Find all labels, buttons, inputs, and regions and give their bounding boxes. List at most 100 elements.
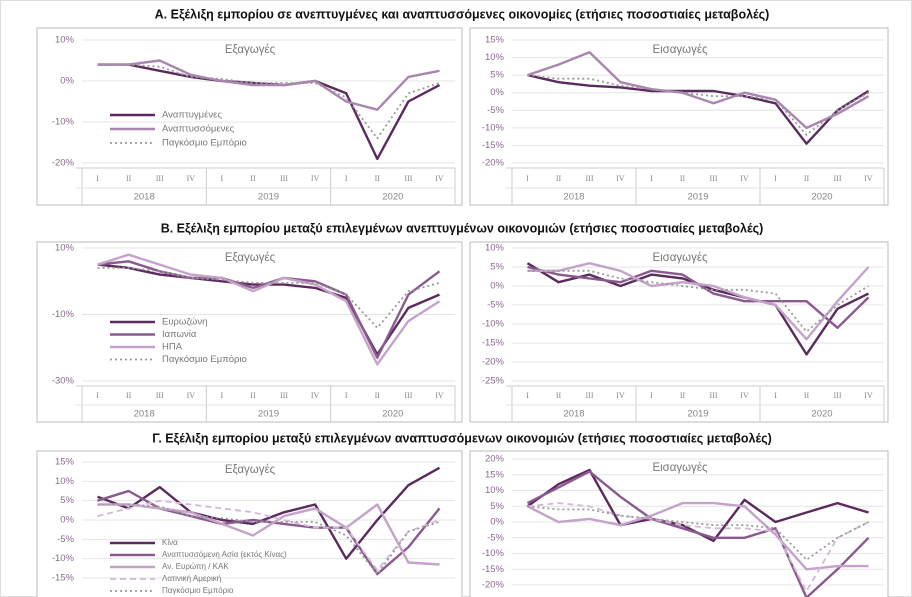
x-tick-label: II: [804, 391, 810, 400]
x-tick-label: II: [556, 391, 562, 400]
x-tick-label: III: [586, 391, 594, 400]
x-tick-label: II: [680, 391, 686, 400]
y-tick-label: -10%: [482, 319, 505, 330]
x-tick-label: I: [345, 174, 348, 183]
x-tick-label: II: [680, 174, 686, 183]
y-tick-label: -5%: [57, 534, 74, 545]
y-tick-label: -5%: [487, 300, 504, 311]
series-line: [97, 503, 440, 575]
series-line: [527, 505, 869, 561]
legend-label: Αναπτυσσόμενες: [162, 124, 235, 135]
chart-title: Εισαγωγές: [652, 44, 708, 56]
x-group-label: 2019: [687, 192, 708, 203]
y-tick-label: 0%: [490, 281, 504, 292]
y-tick-label: -15%: [482, 564, 505, 575]
x-group-label: 2018: [563, 409, 584, 420]
y-tick-label: 10%: [485, 52, 505, 63]
x-group-label: 2019: [258, 409, 279, 420]
x-tick-label: IV: [864, 391, 873, 400]
x-tick-label: III: [710, 174, 718, 183]
x-tick-label: II: [375, 174, 381, 183]
x-group-label: 2020: [811, 409, 832, 420]
y-tick-label: 5%: [490, 262, 504, 273]
x-tick-label: IV: [311, 174, 320, 183]
section-heading: Β. Εξέλιξη εμπορίου μεταξύ επιλεγμένων α…: [161, 221, 764, 235]
x-tick-label: I: [221, 174, 224, 183]
x-tick-label: I: [345, 391, 348, 400]
legend-label: Παγκόσμιο Εμπόριο: [162, 586, 234, 595]
x-tick-label: IV: [616, 391, 625, 400]
y-tick-label: 0%: [490, 517, 504, 528]
x-tick-label: III: [156, 391, 164, 400]
series-line: [97, 499, 440, 572]
legend-label: Παγκόσμιο Εμπόριο: [162, 138, 247, 149]
series-line: [527, 269, 869, 333]
y-tick-label: -10%: [52, 117, 75, 128]
y-tick-label: -20%: [482, 357, 505, 368]
y-tick-label: -15%: [482, 338, 505, 349]
series-line: [97, 489, 441, 576]
y-tick-label: 5%: [490, 501, 504, 512]
chart-title: Εισαγωγές: [652, 252, 708, 264]
x-group-label: 2019: [687, 409, 708, 420]
series-line: [97, 59, 440, 111]
x-group-label: 2018: [134, 192, 155, 203]
y-tick-label: 10%: [55, 35, 75, 46]
x-tick-label: IV: [740, 391, 749, 400]
x-tick-label: IV: [187, 391, 196, 400]
legend-label: Ευρωζώνη: [162, 317, 207, 328]
x-tick-label: I: [774, 391, 777, 400]
x-tick-label: III: [280, 174, 288, 183]
y-tick-label: 20%: [485, 454, 505, 465]
x-tick-label: IV: [435, 174, 444, 183]
x-group-label: 2020: [382, 192, 403, 203]
y-tick-label: 10%: [485, 485, 505, 496]
y-tick-label: -15%: [482, 140, 505, 151]
x-group-label: 2019: [258, 192, 279, 203]
x-tick-label: II: [250, 391, 256, 400]
y-tick-label: -10%: [52, 309, 75, 320]
x-tick-label: IV: [616, 174, 625, 183]
chart-title: Εξαγωγές: [225, 44, 276, 56]
y-tick-label: -20%: [52, 158, 75, 169]
x-tick-label: III: [834, 391, 842, 400]
x-tick-label: I: [96, 391, 99, 400]
x-tick-label: I: [650, 391, 653, 400]
x-tick-label: II: [375, 391, 381, 400]
y-tick-label: 5%: [60, 495, 74, 506]
y-tick-label: 10%: [55, 476, 75, 487]
chart-title: Εξαγωγές: [225, 252, 276, 264]
x-tick-label: I: [526, 174, 529, 183]
x-tick-label: III: [586, 174, 594, 183]
y-tick-label: 10%: [485, 243, 505, 254]
series-line: [97, 503, 440, 566]
legend-label: Ιαπωνία: [162, 329, 197, 340]
y-tick-label: -10%: [52, 553, 75, 564]
y-tick-label: 5%: [490, 70, 504, 81]
series-line: [97, 267, 440, 329]
x-group-label: 2020: [811, 192, 832, 203]
y-tick-label: 10%: [55, 243, 75, 254]
x-tick-label: III: [404, 174, 412, 183]
x-group-label: 2018: [563, 192, 584, 203]
series-line: [97, 260, 441, 359]
x-tick-label: IV: [435, 391, 444, 400]
x-tick-label: III: [404, 391, 412, 400]
series-line: [527, 51, 870, 130]
x-tick-label: IV: [311, 391, 320, 400]
x-tick-label: IV: [864, 174, 873, 183]
x-tick-label: III: [834, 174, 842, 183]
chart-box: [36, 27, 463, 206]
x-tick-label: I: [96, 174, 99, 183]
legend-label: Αναπτυσσόμενη Ασία (εκτός Κίνας): [162, 550, 287, 559]
y-tick-label: 15%: [485, 35, 505, 46]
legend-label: Λατινική Αμερική: [162, 574, 221, 583]
y-tick-label: 0%: [60, 515, 74, 526]
series-line: [526, 501, 869, 571]
x-group-label: 2020: [382, 409, 403, 420]
x-tick-label: II: [250, 174, 256, 183]
y-tick-label: -5%: [487, 532, 504, 543]
x-tick-label: II: [126, 174, 132, 183]
x-tick-label: II: [556, 174, 562, 183]
